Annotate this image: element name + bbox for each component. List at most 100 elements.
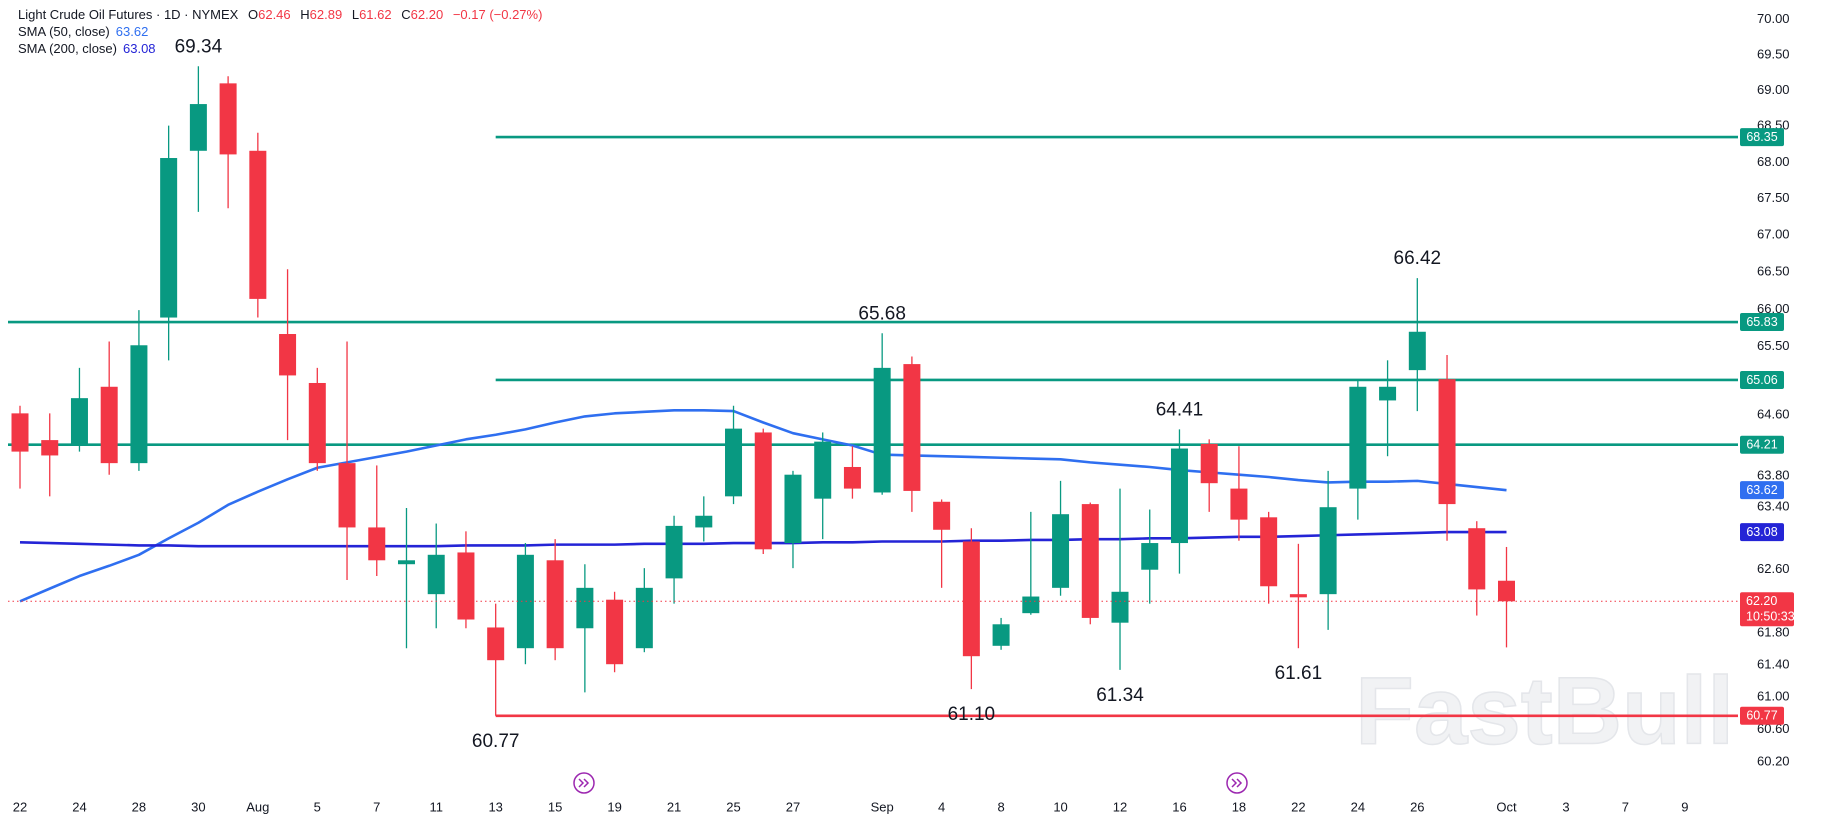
y-tick-label: 69.00: [1757, 82, 1790, 97]
price-badge: [1740, 370, 1784, 389]
candle-body: [1052, 514, 1070, 588]
x-tick-label: 4: [938, 799, 945, 814]
price-annotation: 60.77: [472, 731, 520, 752]
x-tick-label: Sep: [871, 799, 894, 814]
candle-body: [338, 463, 356, 528]
candle-body: [516, 554, 534, 649]
y-tick-label: 68.00: [1757, 154, 1790, 169]
price-badge-label: 68.35: [1746, 130, 1777, 144]
candle-body: [606, 599, 624, 665]
candle-body: [100, 386, 118, 464]
x-tick-label: 22: [13, 799, 27, 814]
y-tick-label: 65.50: [1757, 338, 1790, 353]
candle-body: [1230, 488, 1248, 520]
candle-body: [1498, 580, 1515, 602]
candle-body: [665, 525, 683, 579]
price-badge-label: 65.83: [1746, 315, 1777, 329]
y-tick-label: 61.80: [1757, 624, 1790, 639]
candle-body: [784, 474, 802, 544]
y-tick-label: 69.50: [1757, 46, 1790, 61]
candle-body: [814, 441, 832, 499]
candle-body: [1141, 543, 1159, 570]
ohlc-key: O: [247, 7, 259, 22]
price-annotation: 66.42: [1394, 248, 1442, 269]
y-tick-label: 61.40: [1757, 656, 1790, 671]
candle-body: [576, 587, 594, 629]
candle-body: [487, 627, 505, 661]
last-price-label: 62.20: [1746, 594, 1777, 608]
candle-body: [992, 624, 1010, 646]
price-badge-label: 60.77: [1746, 709, 1777, 723]
ohlc-value: 61.62: [359, 7, 392, 22]
change: −0.17 (−0.27%): [452, 7, 543, 22]
x-tick-label: 30: [191, 799, 205, 814]
x-tick-label: 22: [1291, 799, 1305, 814]
y-tick-label: 63.80: [1757, 468, 1790, 483]
x-tick-label: 11: [429, 799, 443, 814]
candle-body: [249, 150, 267, 299]
x-tick-label: 26: [1410, 799, 1424, 814]
y-tick-label: 60.20: [1757, 754, 1790, 769]
ohlc-value: 62.20: [410, 7, 444, 22]
y-tick-label: 64.60: [1757, 406, 1790, 421]
ohlc-key: L: [351, 7, 360, 22]
legend-row: SMA (200, close) 63.08: [18, 40, 542, 57]
y-tick-label: 61.00: [1757, 689, 1790, 704]
ohlc-value: 62.46: [258, 7, 291, 22]
y-tick-label: 67.50: [1757, 190, 1790, 205]
candle-body: [1289, 594, 1307, 598]
candle-body: [1379, 386, 1397, 401]
price-annotation: 61.10: [948, 704, 996, 725]
x-tick-label: 15: [548, 799, 562, 814]
ohlc-value: 62.89: [309, 7, 343, 22]
x-tick-label: 21: [667, 799, 681, 814]
x-tick-label: Oct: [1496, 799, 1517, 814]
price-badge: [1740, 706, 1784, 725]
y-tick-label: 66.50: [1757, 264, 1790, 279]
x-tick-label: 9: [1681, 799, 1688, 814]
price-badge-label: 65.06: [1746, 373, 1777, 387]
legend-row: Light Crude Oil Futures · 1D · NYMEX O62…: [18, 6, 542, 23]
candle-body: [754, 432, 772, 550]
price-annotation: 61.61: [1275, 663, 1323, 684]
candle-body: [457, 552, 475, 620]
price-annotation: 69.34: [175, 36, 223, 57]
ohlc-key: C: [401, 7, 411, 22]
price-badge: [1740, 481, 1784, 500]
candle-body: [219, 83, 237, 155]
x-tick-label: 12: [1113, 799, 1127, 814]
candle-body: [11, 413, 29, 452]
candle-body: [70, 398, 88, 444]
candle-body: [873, 367, 891, 493]
x-tick-label: Aug: [246, 799, 269, 814]
symbol: Light Crude Oil Futures · 1D · NYMEX: [18, 7, 239, 22]
x-tick-label: 3: [1562, 799, 1569, 814]
last-price-badge: [1740, 592, 1794, 627]
candle-body: [1170, 448, 1188, 544]
indicator-name: SMA (50, close): [18, 24, 110, 39]
x-tick-label: 7: [1622, 799, 1629, 814]
x-tick-label: 27: [786, 799, 800, 814]
candle-body: [933, 501, 951, 530]
indicator-value: 63.62: [115, 24, 149, 39]
x-tick-label: 19: [607, 799, 621, 814]
watermark: FastBull: [1355, 657, 1734, 764]
event-icon[interactable]: [1226, 772, 1248, 794]
candle-body: [725, 428, 743, 497]
price-annotation: 64.41: [1156, 399, 1204, 420]
candle-body: [843, 466, 861, 489]
x-tick-label: 10: [1053, 799, 1067, 814]
price-badge: [1740, 435, 1784, 454]
x-tick-label: 5: [314, 799, 321, 814]
candle-body: [160, 158, 178, 318]
price-badge-label: 63.62: [1746, 483, 1777, 497]
y-tick-label: 70.00: [1757, 11, 1790, 26]
x-tick-label: 16: [1172, 799, 1186, 814]
x-tick-label: 28: [132, 799, 146, 814]
candle-body: [962, 541, 980, 657]
event-icon[interactable]: [573, 772, 595, 794]
price-badge: [1740, 128, 1784, 147]
candle-body: [1319, 507, 1337, 595]
